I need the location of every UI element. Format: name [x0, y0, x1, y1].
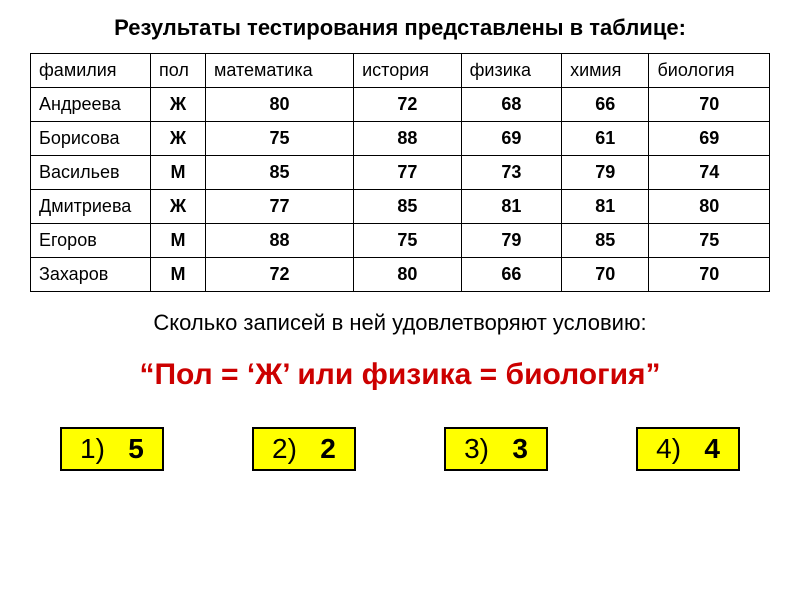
cell-score: 75 [206, 122, 354, 156]
cell-score: 75 [649, 224, 770, 258]
col-header-math: математика [206, 54, 354, 88]
answer-num: 1) [80, 433, 105, 464]
cell-score: 70 [649, 258, 770, 292]
cell-score: 73 [461, 156, 561, 190]
cell-score: 72 [354, 88, 462, 122]
col-header-gender: пол [151, 54, 206, 88]
cell-surname: Егоров [31, 224, 151, 258]
cell-score: 85 [354, 190, 462, 224]
cell-score: 81 [562, 190, 649, 224]
col-header-physics: физика [461, 54, 561, 88]
results-table: фамилия пол математика история физика хи… [30, 53, 770, 292]
answer-num: 4) [656, 433, 681, 464]
cell-surname: Дмитриева [31, 190, 151, 224]
cell-gender: Ж [151, 122, 206, 156]
answer-val: 4 [704, 433, 720, 464]
answers-row: 1) 5 2) 2 3) 3 4) 4 [30, 427, 770, 471]
table-row: Борисова Ж 75 88 69 61 69 [31, 122, 770, 156]
cell-score: 79 [461, 224, 561, 258]
answer-num: 2) [272, 433, 297, 464]
cell-score: 66 [461, 258, 561, 292]
answer-option-2: 2) 2 [252, 427, 356, 471]
cell-score: 68 [461, 88, 561, 122]
cell-score: 88 [354, 122, 462, 156]
cell-score: 74 [649, 156, 770, 190]
cell-score: 85 [206, 156, 354, 190]
cell-gender: Ж [151, 88, 206, 122]
table-body: Андреева Ж 80 72 68 66 70 Борисова Ж 75 … [31, 88, 770, 292]
cell-gender: М [151, 224, 206, 258]
page-title: Результаты тестирования представлены в т… [30, 15, 770, 41]
cell-score: 77 [206, 190, 354, 224]
table-row: Андреева Ж 80 72 68 66 70 [31, 88, 770, 122]
cell-score: 80 [649, 190, 770, 224]
cell-surname: Борисова [31, 122, 151, 156]
table-row: Дмитриева Ж 77 85 81 81 80 [31, 190, 770, 224]
cell-score: 72 [206, 258, 354, 292]
cell-score: 66 [562, 88, 649, 122]
condition-text: “Пол = ‘Ж’ или физика = биология” [30, 358, 770, 392]
answer-val: 3 [512, 433, 528, 464]
col-header-biology: биология [649, 54, 770, 88]
answer-val: 2 [320, 433, 336, 464]
cell-surname: Захаров [31, 258, 151, 292]
cell-score: 75 [354, 224, 462, 258]
cell-gender: Ж [151, 190, 206, 224]
col-header-surname: фамилия [31, 54, 151, 88]
col-header-history: история [354, 54, 462, 88]
answer-option-1: 1) 5 [60, 427, 164, 471]
cell-score: 81 [461, 190, 561, 224]
cell-score: 80 [206, 88, 354, 122]
question-text: Сколько записей в ней удовлетворяют усло… [30, 310, 770, 336]
cell-score: 69 [649, 122, 770, 156]
answer-option-3: 3) 3 [444, 427, 548, 471]
cell-gender: М [151, 258, 206, 292]
answer-num: 3) [464, 433, 489, 464]
cell-score: 70 [649, 88, 770, 122]
cell-gender: М [151, 156, 206, 190]
col-header-chemistry: химия [562, 54, 649, 88]
cell-score: 88 [206, 224, 354, 258]
cell-score: 70 [562, 258, 649, 292]
cell-score: 77 [354, 156, 462, 190]
table-row: Егоров М 88 75 79 85 75 [31, 224, 770, 258]
answer-option-4: 4) 4 [636, 427, 740, 471]
answer-val: 5 [128, 433, 144, 464]
cell-score: 85 [562, 224, 649, 258]
table-header-row: фамилия пол математика история физика хи… [31, 54, 770, 88]
table-row: Захаров М 72 80 66 70 70 [31, 258, 770, 292]
cell-score: 79 [562, 156, 649, 190]
cell-score: 80 [354, 258, 462, 292]
cell-score: 69 [461, 122, 561, 156]
cell-surname: Андреева [31, 88, 151, 122]
cell-score: 61 [562, 122, 649, 156]
cell-surname: Васильев [31, 156, 151, 190]
table-row: Васильев М 85 77 73 79 74 [31, 156, 770, 190]
